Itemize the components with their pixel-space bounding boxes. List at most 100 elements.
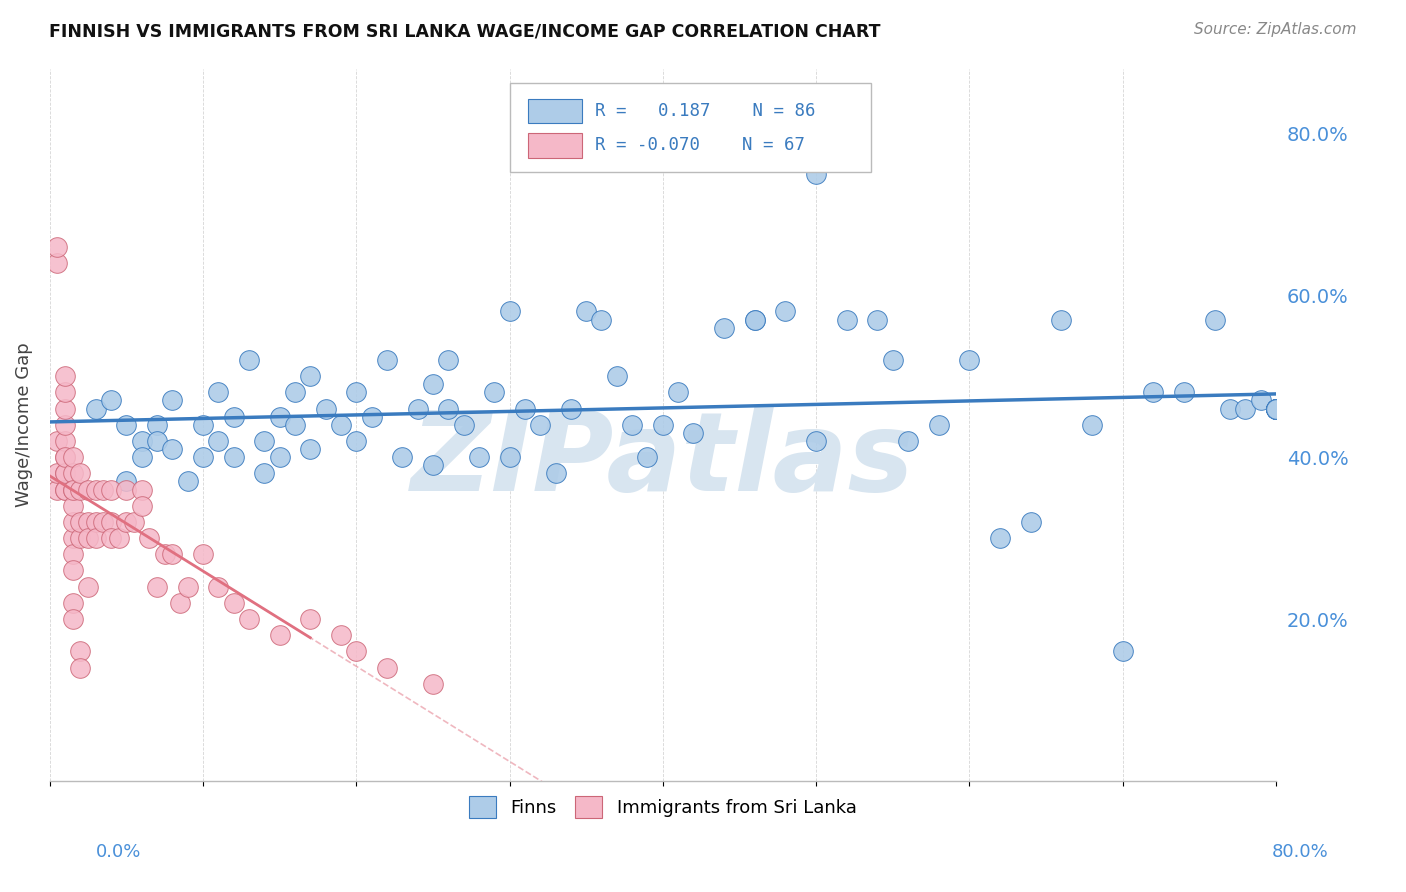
Point: [62, 483, 84, 497]
Point: [637, 450, 659, 464]
Point: [775, 304, 797, 318]
Point: [222, 450, 245, 464]
Point: [77, 483, 100, 497]
Point: [91, 515, 114, 529]
Point: [191, 450, 214, 464]
Point: [391, 450, 413, 464]
Point: [621, 417, 644, 432]
Point: [1142, 385, 1164, 400]
Point: [122, 515, 145, 529]
Point: [453, 417, 475, 432]
Point: [1250, 393, 1272, 408]
Point: [329, 417, 352, 432]
Point: [46, 467, 69, 481]
Text: Source: ZipAtlas.com: Source: ZipAtlas.com: [1194, 22, 1357, 37]
Point: [513, 401, 536, 416]
Point: [131, 450, 153, 464]
Point: [53, 385, 76, 400]
Point: [882, 353, 904, 368]
Text: R = -0.070    N = 67: R = -0.070 N = 67: [595, 136, 806, 153]
Point: [131, 483, 153, 497]
Point: [176, 580, 198, 594]
Point: [100, 515, 122, 529]
Point: [69, 531, 91, 545]
Point: [115, 483, 138, 497]
Point: [344, 385, 367, 400]
Point: [544, 467, 567, 481]
Point: [69, 467, 91, 481]
Point: [1265, 401, 1288, 416]
Point: [176, 475, 198, 489]
Point: [344, 434, 367, 448]
Point: [988, 531, 1011, 545]
Point: [269, 628, 291, 642]
Point: [46, 256, 69, 270]
Point: [315, 401, 337, 416]
Point: [77, 580, 100, 594]
Point: [375, 660, 398, 674]
Legend: Finns, Immigrants from Sri Lanka: Finns, Immigrants from Sri Lanka: [463, 789, 863, 825]
Point: [1265, 401, 1288, 416]
Point: [744, 312, 766, 326]
Point: [606, 369, 628, 384]
Point: [360, 409, 382, 424]
Point: [53, 467, 76, 481]
Point: [62, 531, 84, 545]
FancyBboxPatch shape: [527, 134, 582, 158]
Point: [866, 312, 889, 326]
Point: [62, 515, 84, 529]
Point: [835, 312, 858, 326]
Point: [269, 450, 291, 464]
FancyBboxPatch shape: [509, 83, 872, 172]
Point: [804, 167, 827, 181]
Point: [713, 320, 735, 334]
Point: [169, 596, 191, 610]
Point: [191, 417, 214, 432]
Point: [1173, 385, 1195, 400]
Point: [422, 458, 444, 473]
Point: [406, 401, 429, 416]
Point: [62, 547, 84, 561]
FancyBboxPatch shape: [527, 99, 582, 123]
Point: [238, 353, 260, 368]
Point: [207, 385, 229, 400]
Point: [284, 385, 307, 400]
Y-axis label: Wage/Income Gap: Wage/Income Gap: [15, 343, 32, 508]
Point: [468, 450, 491, 464]
Point: [153, 547, 176, 561]
Point: [115, 515, 138, 529]
Text: 0.0%: 0.0%: [96, 843, 141, 861]
Point: [1265, 401, 1288, 416]
Point: [84, 483, 107, 497]
Point: [1265, 401, 1288, 416]
Point: [146, 580, 169, 594]
Text: FINNISH VS IMMIGRANTS FROM SRI LANKA WAGE/INCOME GAP CORRELATION CHART: FINNISH VS IMMIGRANTS FROM SRI LANKA WAG…: [49, 22, 880, 40]
Point: [138, 531, 160, 545]
Point: [69, 644, 91, 658]
Point: [84, 515, 107, 529]
Point: [422, 677, 444, 691]
Point: [53, 483, 76, 497]
Point: [744, 312, 766, 326]
Point: [1265, 401, 1288, 416]
Point: [53, 369, 76, 384]
Point: [62, 450, 84, 464]
Point: [529, 417, 551, 432]
Point: [100, 483, 122, 497]
Point: [897, 434, 920, 448]
Point: [1234, 401, 1257, 416]
Point: [1265, 401, 1288, 416]
Point: [375, 353, 398, 368]
Point: [77, 515, 100, 529]
Point: [666, 385, 689, 400]
Point: [62, 467, 84, 481]
Point: [115, 475, 138, 489]
Point: [422, 377, 444, 392]
Point: [107, 531, 129, 545]
Point: [253, 467, 276, 481]
Point: [1219, 401, 1241, 416]
Point: [437, 401, 460, 416]
Point: [222, 596, 245, 610]
Point: [651, 417, 673, 432]
Point: [84, 401, 107, 416]
